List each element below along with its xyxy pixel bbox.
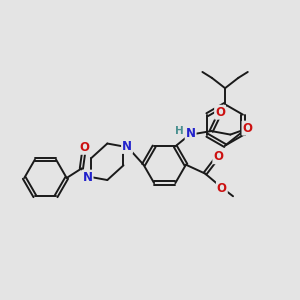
Text: O: O <box>79 141 89 154</box>
Text: N: N <box>122 140 132 153</box>
Text: O: O <box>213 150 223 163</box>
Text: N: N <box>82 171 93 184</box>
Text: N: N <box>186 128 196 140</box>
Text: O: O <box>215 106 225 119</box>
Text: O: O <box>217 182 227 195</box>
Text: H: H <box>175 126 184 136</box>
Text: O: O <box>242 122 253 135</box>
